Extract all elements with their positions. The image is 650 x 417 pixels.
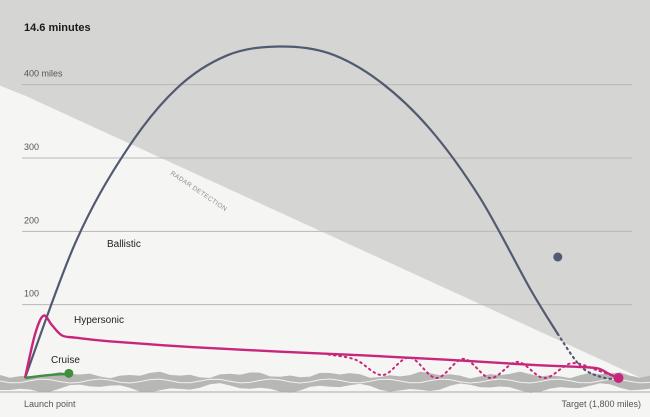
y-axis-ticks: 100 200 300 400 miles <box>24 69 63 299</box>
grid-lines <box>22 84 632 306</box>
x-tick-label-target: Target (1,800 miles) <box>561 399 641 409</box>
ballistic-line <box>23 45 559 379</box>
cruise-label: Cruise <box>51 355 80 366</box>
series <box>23 45 624 383</box>
hypersonic-end-marker <box>613 373 624 383</box>
ballistic-dotted-line <box>556 332 620 380</box>
ballistic-marker <box>553 252 563 262</box>
terrain-band <box>0 371 650 393</box>
below-radar-zone <box>0 85 650 417</box>
ballistic-label: Ballistic <box>107 239 141 250</box>
y-tick-label-200: 200 <box>24 215 39 225</box>
terrain-ridge <box>0 378 650 384</box>
y-tick-label-300: 300 <box>24 142 39 152</box>
chart-title: 14.6 minutes <box>24 22 91 34</box>
hypersonic-alternate-line <box>327 353 620 380</box>
terrain <box>0 371 650 393</box>
y-tick-label-400: 400 miles <box>24 69 63 79</box>
y-tick-label-100: 100 <box>24 289 39 299</box>
series-labels: Ballistic Hypersonic Cruise <box>51 239 141 366</box>
x-tick-label-launch: Launch point <box>24 399 76 409</box>
cruise-end-marker <box>64 368 74 378</box>
hypersonic-label: Hypersonic <box>74 315 124 326</box>
